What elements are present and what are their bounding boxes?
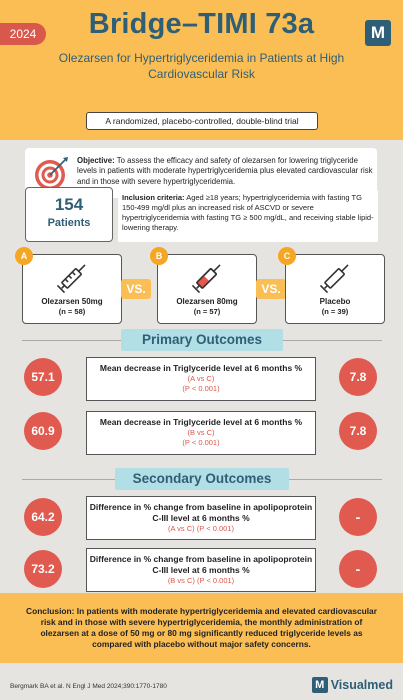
inclusion-body: Aged ≥18 years; hypertriglyceridemia wit… bbox=[122, 193, 374, 232]
target-icon bbox=[35, 157, 68, 190]
objective-label: Objective: bbox=[77, 156, 115, 165]
arm-name-b: Olezarsen 80mg bbox=[176, 297, 238, 306]
primary-outcome-card-2: Mean decrease in Triglyceride level at 6… bbox=[86, 411, 316, 455]
syringe-icon bbox=[191, 264, 221, 294]
objective-text: Objective: To assess the efficacy and sa… bbox=[77, 156, 373, 187]
secondary-outcome-card-2: Difference in % change from baseline in … bbox=[86, 548, 316, 592]
brand-icon: M bbox=[311, 677, 328, 693]
logo-icon: M bbox=[365, 20, 391, 46]
outcome-title: Mean decrease in Triglyceride level at 6… bbox=[99, 363, 303, 373]
arm-name-a: Olezarsen 50mg bbox=[41, 297, 103, 306]
trial-design-label: A randomized, placebo-controlled, double… bbox=[86, 112, 318, 130]
reference-citation: Bergmark BA et al. N Engl J Med 2024;390… bbox=[10, 683, 167, 690]
patients-box: 154 Patients bbox=[25, 187, 113, 242]
objective-body: To assess the efficacy and safety of ole… bbox=[77, 156, 373, 186]
page-title: Bridge–TIMI 73a bbox=[88, 8, 315, 40]
outcome-comparison: (B vs C) bbox=[187, 428, 215, 437]
patients-count: 154 bbox=[54, 195, 84, 214]
outcome-title: Difference in % change from baseline in … bbox=[89, 554, 313, 575]
arm-card-a: A Olezarsen 50mg (n = 58) bbox=[15, 247, 122, 324]
primary-left-value-1: 57.1 bbox=[24, 358, 62, 396]
arm-label-c: Placebo (n = 39) bbox=[286, 297, 384, 317]
outcome-p-value: (P < 0.001) bbox=[196, 524, 234, 533]
header-banner: 2024 Bridge–TIMI 73a M Olezarsen for Hyp… bbox=[0, 0, 403, 140]
arm-badge-a: A bbox=[15, 247, 33, 265]
patients-label: Patients bbox=[47, 217, 91, 229]
arm-name-c: Placebo bbox=[319, 297, 351, 306]
outcome-comparison: (A vs C) bbox=[187, 374, 215, 383]
outcome-comparison: (B vs C) bbox=[167, 576, 195, 585]
outcome-title: Difference in % change from baseline in … bbox=[89, 502, 313, 523]
arm-n-a: (n = 58) bbox=[58, 307, 86, 316]
arm-card-b: B Olezarsen 80mg (n = 57) bbox=[150, 247, 257, 324]
outcome-comparison-row: (A vs C) (P < 0.001) bbox=[87, 524, 315, 534]
secondary-left-value-1: 64.2 bbox=[24, 498, 62, 536]
primary-left-value-2: 60.9 bbox=[24, 412, 62, 450]
syringe-icon bbox=[56, 264, 86, 294]
arm-label-a: Olezarsen 50mg (n = 58) bbox=[23, 297, 121, 317]
brand-name: Visualmed bbox=[330, 678, 393, 692]
arm-badge-b: B bbox=[150, 247, 168, 265]
primary-outcome-card-1: Mean decrease in Triglyceride level at 6… bbox=[86, 357, 316, 401]
arm-n-b: (n = 57) bbox=[193, 307, 221, 316]
outcome-p-value: (P < 0.001) bbox=[197, 576, 235, 585]
vs-badge-2: VS. bbox=[256, 279, 286, 299]
inclusion-label: Inclusion criteria: bbox=[122, 193, 185, 202]
primary-outcomes-heading: Primary Outcomes bbox=[121, 329, 283, 351]
arm-label-b: Olezarsen 80mg (n = 57) bbox=[158, 297, 256, 317]
secondary-outcomes-heading: Secondary Outcomes bbox=[115, 468, 289, 490]
arm-card-c: C Placebo (n = 39) bbox=[278, 247, 385, 324]
outcome-comparison: (A vs C) bbox=[168, 524, 195, 533]
year-badge: 2024 bbox=[0, 23, 46, 45]
primary-right-value-1: 7.8 bbox=[339, 358, 377, 396]
conclusion-box: Conclusion: In patients with moderate hy… bbox=[0, 593, 403, 663]
vs-badge-1: VS. bbox=[121, 279, 151, 299]
outcome-title: Mean decrease in Triglyceride level at 6… bbox=[99, 417, 303, 427]
arm-badge-c: C bbox=[278, 247, 296, 265]
conclusion-label: Conclusion: bbox=[26, 606, 75, 616]
page-subtitle: Olezarsen for Hypertriglyceridemia in Pa… bbox=[58, 51, 345, 81]
secondary-right-value-2: - bbox=[339, 550, 377, 588]
arm-n-c: (n = 39) bbox=[321, 307, 349, 316]
conclusion-text: In patients with moderate hypertriglycer… bbox=[40, 606, 377, 649]
secondary-right-value-1: - bbox=[339, 498, 377, 536]
outcome-p-value: (P < 0.001) bbox=[182, 384, 220, 393]
outcome-p-value: (P < 0.001) bbox=[182, 438, 220, 447]
brand-logo: M Visualmed bbox=[311, 675, 393, 695]
inclusion-criteria: Inclusion criteria: Aged ≥18 years; hype… bbox=[118, 190, 378, 242]
placebo-syringe-icon bbox=[319, 264, 349, 294]
secondary-left-value-2: 73.2 bbox=[24, 550, 62, 588]
outcome-comparison-row: (B vs C) (P < 0.001) bbox=[87, 576, 315, 586]
secondary-outcome-card-1: Difference in % change from baseline in … bbox=[86, 496, 316, 540]
primary-right-value-2: 7.8 bbox=[339, 412, 377, 450]
footer: Bergmark BA et al. N Engl J Med 2024;390… bbox=[0, 663, 403, 700]
